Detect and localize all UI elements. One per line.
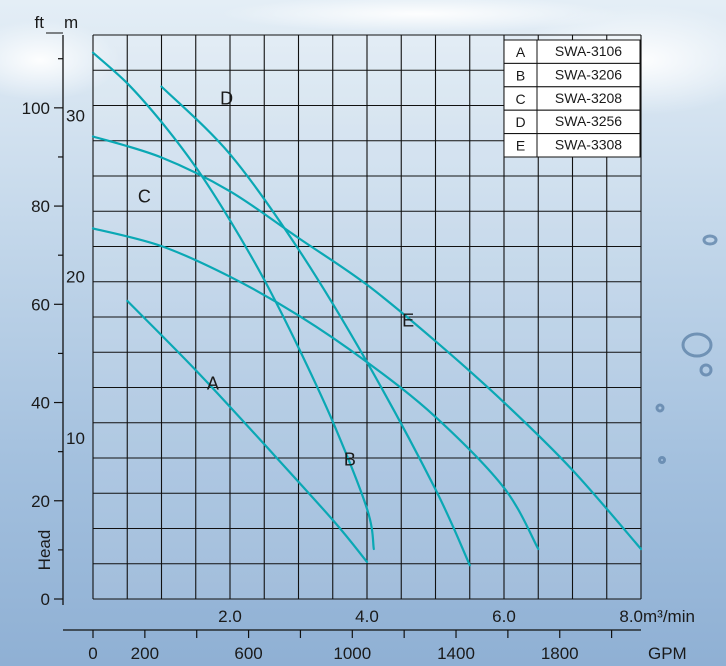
legend-model: SWA-3308 <box>555 137 622 153</box>
legend-key: E <box>516 138 525 154</box>
legend-model: SWA-3256 <box>555 113 622 129</box>
curve-c <box>91 227 540 551</box>
splash-top-decoration <box>220 0 620 32</box>
y-tick-label-ft: 80 <box>31 197 50 216</box>
curve-label-d: D <box>220 88 233 108</box>
curve-e <box>91 135 643 551</box>
x-tick-label-gpm: 1400 <box>437 644 475 663</box>
y-tick-label-m: 30 <box>66 107 85 126</box>
y-unit-ft: ft <box>35 13 45 32</box>
x-tick-label-m3min: 8.0 <box>619 607 643 626</box>
x-unit-m3min: m³/min <box>643 607 695 626</box>
performance-curves <box>91 51 643 567</box>
y-unit-m: m <box>64 13 78 32</box>
y-tick-label-m: 20 <box>66 268 85 287</box>
x-tick-label-m3min: 2.0 <box>218 607 242 626</box>
grid <box>92 34 642 600</box>
bubbles-decoration <box>655 234 718 464</box>
legend-model: SWA-3208 <box>555 90 622 106</box>
x-unit-gpm: GPM <box>648 644 687 663</box>
x-tick-label-gpm: 1800 <box>541 644 579 663</box>
legend-key: C <box>515 91 525 107</box>
legend-model: SWA-3206 <box>555 66 622 82</box>
y-axis-label: Head <box>35 530 54 571</box>
curve-b <box>91 51 375 551</box>
axes: 0 20 40 60 80 100 10 20 30 ft m 2.0 4.0 6.0 8.0 m³/min 0… <box>22 13 695 663</box>
legend-model: SWA-3106 <box>555 43 622 59</box>
legend-key: D <box>515 114 525 130</box>
x-tick-label-gpm: 600 <box>234 644 262 663</box>
curve-a <box>126 299 369 563</box>
curve-label-c: C <box>138 187 151 207</box>
x-tick-label-gpm: 0 <box>88 644 97 663</box>
y-tick-label-ft: 0 <box>41 590 50 609</box>
y-tick-label-m: 10 <box>66 429 85 448</box>
curve-label-a: A <box>207 374 219 394</box>
y-tick-label-ft: 100 <box>22 99 50 118</box>
curve-labels: A B C D E <box>138 88 414 469</box>
legend-key: B <box>516 67 525 83</box>
x-tick-label-m3min: 4.0 <box>355 607 379 626</box>
x-tick-label-gpm: 1000 <box>333 644 371 663</box>
curve-label-e: E <box>402 311 414 331</box>
x-tick-label-m3min: 6.0 <box>492 607 516 626</box>
y-tick-label-ft: 40 <box>31 394 50 413</box>
curve-label-b: B <box>344 449 356 469</box>
x-tick-label-gpm: 200 <box>131 644 159 663</box>
legend-key: A <box>516 44 526 60</box>
y-tick-label-ft: 20 <box>31 492 50 511</box>
y-tick-label-ft: 60 <box>31 295 50 314</box>
curve-d <box>160 85 471 567</box>
legend: A SWA-3106 B SWA-3206 C SWA-3208 D SWA-3256 E SWA… <box>503 39 641 158</box>
legend-model-cell <box>536 133 641 158</box>
splash-left-decoration <box>0 20 120 100</box>
